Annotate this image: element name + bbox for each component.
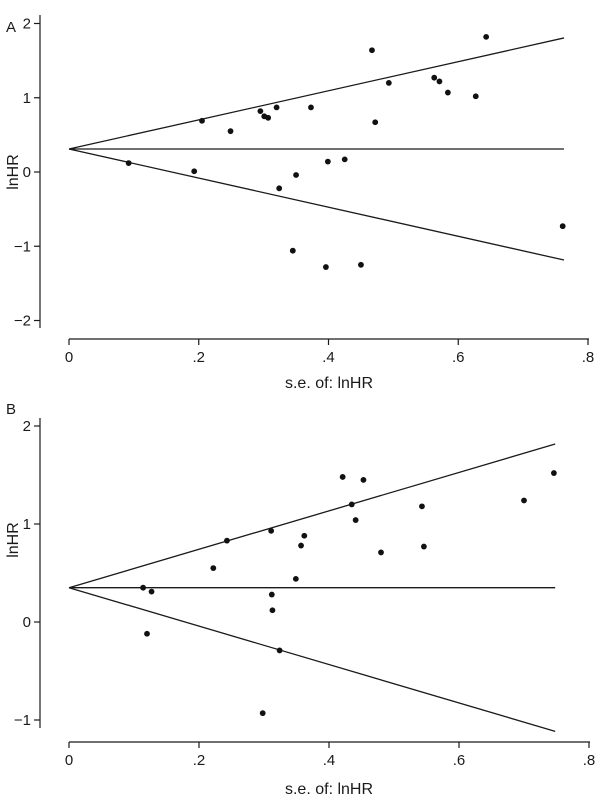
y-tick-label: 1 [23,516,31,533]
x-tick-label: .2 [192,349,205,366]
study-point [269,607,276,614]
y-axis-title: lnHR [5,154,22,190]
study-point [559,223,566,230]
x-tick-label: .8 [582,349,595,366]
study-point [210,565,217,571]
study-point [265,114,272,121]
x-axis-title: s.e. of: lnHR [285,781,373,798]
x-tick-label: .6 [453,752,466,769]
y-tick-label: −1 [14,712,31,729]
y-tick-label: 2 [23,418,31,435]
study-point [289,247,296,254]
study-point [551,470,557,476]
study-point [419,503,425,510]
x-tick-label: .4 [323,752,336,769]
study-point [191,168,198,175]
panel-a: A −2 −1 0 1 2 0 .2 .4 .6 .8 s.e. of: lnHR lnHR [5,15,594,392]
panel-label: B [6,401,16,418]
study-point [268,591,275,598]
upper-confidence-limit-line [68,443,556,589]
y-tick-label: 1 [23,90,31,107]
study-point [348,501,355,508]
study-point [148,588,155,595]
study-point [360,477,367,483]
lower-confidence-limit-line [68,587,556,732]
study-point [324,158,331,165]
study-point [444,89,451,96]
upper-confidence-limit-line [68,37,565,150]
study-point [521,497,527,504]
study-point [199,117,205,124]
study-point [339,474,346,480]
study-point [227,128,234,135]
panel-label: A [6,19,16,36]
y-tick-label: −2 [14,313,31,330]
lower-confidence-limit-line [68,148,565,261]
study-point [293,172,299,178]
study-point [308,104,314,111]
study-point [431,74,438,81]
study-point [378,549,384,556]
y-axis-title: lnHR [5,522,22,558]
x-tick-label: .4 [322,349,335,366]
study-point [298,542,304,549]
study-point [483,33,490,40]
y-tick-label: 0 [23,164,31,181]
study-point [259,710,266,717]
study-point [301,532,308,539]
study-point [276,647,283,654]
study-point [352,517,359,523]
study-point [421,543,427,550]
y-tick-label: 0 [23,614,31,631]
x-tick-label: 0 [65,752,73,769]
study-point [292,575,299,582]
x-tick-label: .6 [452,349,465,366]
study-point [125,160,132,166]
x-tick-label: 0 [65,349,73,366]
study-point [224,537,230,544]
study-point [369,47,375,54]
study-point [472,93,479,100]
study-point [276,185,283,192]
study-point [436,78,443,85]
x-axis-title: s.e. of: lnHR [285,375,373,392]
study-point [257,108,264,115]
study-point [358,261,364,268]
study-point [385,80,392,86]
study-point [144,630,150,637]
study-point [323,264,329,270]
study-point [273,104,280,111]
study-point [140,584,147,591]
study-point [372,119,379,126]
study-point [341,156,348,163]
study-point [268,527,275,534]
x-tick-label: .2 [193,752,206,769]
x-tick-label: .8 [583,752,596,769]
y-tick-label: −1 [14,238,31,255]
panel-b: B −1 0 1 2 0 .2 .4 .6 .8 s.e. of: lnHR lnHR [5,401,595,798]
y-tick-label: 2 [23,16,31,33]
